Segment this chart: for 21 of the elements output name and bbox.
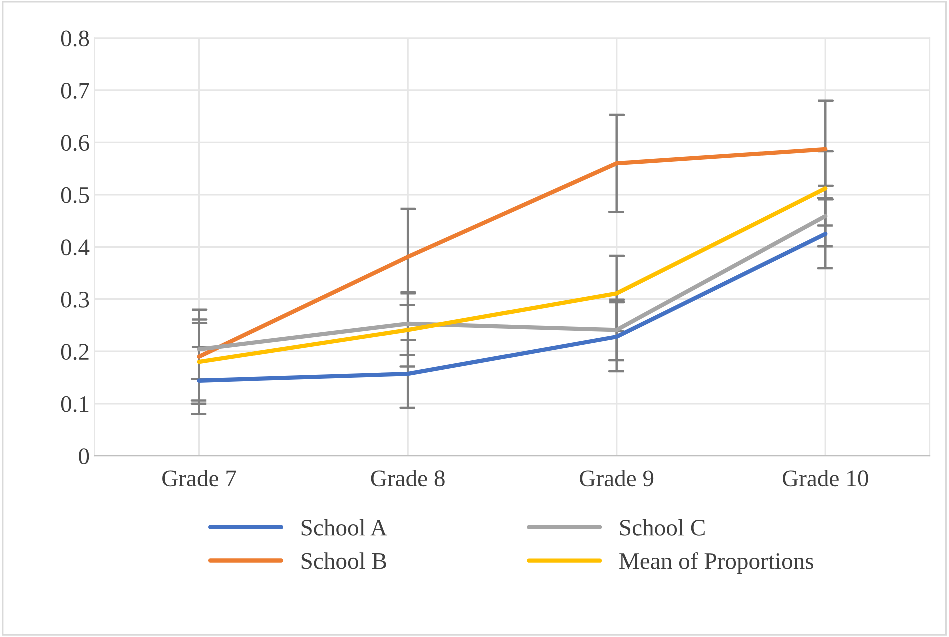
x-tick-label: Grade 8 — [371, 470, 445, 487]
y-tick-label: 0.1 — [61, 396, 89, 412]
y-tick-label: 0.3 — [61, 292, 90, 308]
y-tick-label: 0.4 — [61, 240, 90, 256]
x-tick-label: Grade 7 — [162, 470, 236, 487]
y-tick-label: 0.2 — [61, 344, 89, 360]
legend-label: School B — [302, 552, 386, 570]
y-tick-label: 0 — [79, 448, 90, 465]
y-tick-label: 0.6 — [61, 135, 90, 152]
y-tick-label: 0.8 — [61, 30, 90, 47]
y-tick-label: 0.5 — [61, 187, 90, 204]
x-tick-label: Grade 9 — [580, 470, 654, 487]
line-series — [197, 214, 828, 352]
legend-label: Mean of Proportions — [620, 552, 814, 574]
y-tick-label: 0.7 — [61, 82, 90, 99]
line-series — [197, 232, 828, 383]
legend-label: School C — [620, 519, 705, 536]
x-tick-label: Grade 10 — [783, 470, 868, 487]
line-series — [197, 147, 828, 359]
line-series — [197, 186, 828, 364]
legend-label: School A — [302, 519, 388, 536]
